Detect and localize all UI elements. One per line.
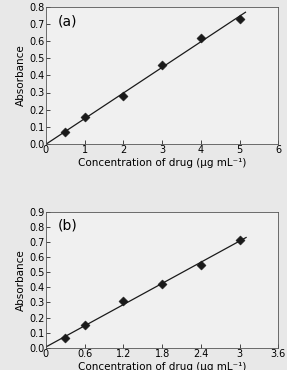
Point	[160, 281, 164, 287]
Point	[199, 262, 203, 268]
Point	[237, 16, 242, 22]
Point	[199, 35, 203, 41]
X-axis label: Concentration of drug (μg mL⁻¹): Concentration of drug (μg mL⁻¹)	[78, 158, 246, 168]
Text: (b): (b)	[57, 218, 77, 232]
Point	[63, 130, 67, 135]
Point	[82, 322, 87, 328]
Point	[121, 93, 126, 99]
Text: (a): (a)	[57, 14, 77, 28]
Y-axis label: Absorbance: Absorbance	[16, 45, 26, 106]
X-axis label: Concentration of drug (μg mL⁻¹): Concentration of drug (μg mL⁻¹)	[78, 362, 246, 370]
Point	[160, 62, 164, 68]
Point	[121, 298, 126, 304]
Y-axis label: Absorbance: Absorbance	[16, 249, 26, 310]
Point	[237, 237, 242, 243]
Point	[63, 335, 67, 341]
Point	[82, 114, 87, 120]
